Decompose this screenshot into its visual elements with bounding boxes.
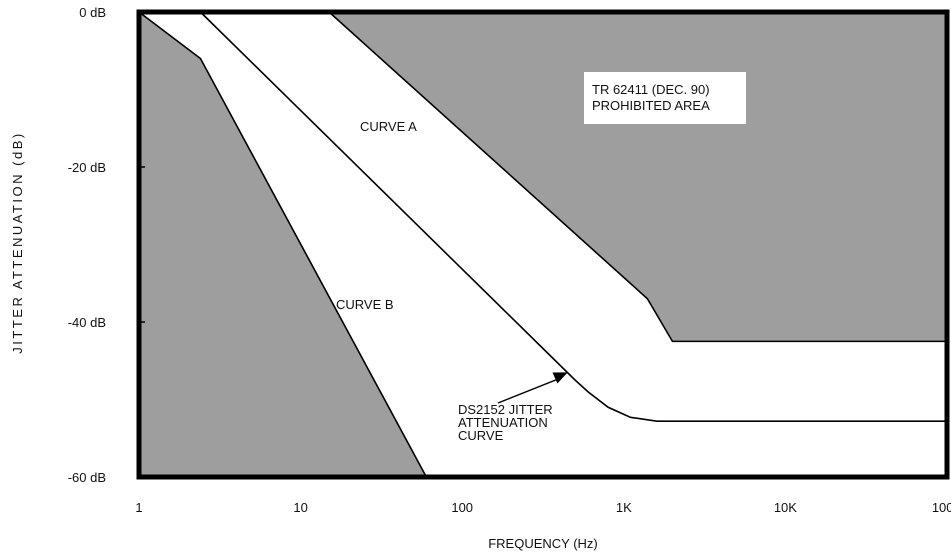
x-tick-label: 100 (451, 500, 473, 515)
x-tick-label: 100K (932, 500, 951, 515)
prohibited-region-lower (139, 12, 427, 477)
x-tick-label: 1K (616, 500, 632, 515)
curve-a-label: CURVE A (360, 119, 417, 134)
ds2152-label-text: CURVE (458, 428, 504, 443)
ds2152-arrow-line (497, 377, 561, 404)
prohibited-area-box (584, 72, 746, 124)
prohibited-area-text: PROHIBITED AREA (592, 98, 710, 113)
y-tick-label: -20 dB (68, 160, 106, 175)
prohibited-area-text: TR 62411 (DEC. 90) (592, 82, 710, 97)
y-tick-label: -40 dB (68, 315, 106, 330)
y-tick-label: -60 dB (68, 470, 106, 485)
x-tick-label: 10K (774, 500, 797, 515)
ds2152-arrow-head (552, 372, 568, 384)
ds2152-curve-line (199, 11, 947, 422)
axis-ticks (139, 11, 145, 478)
y-axis-title: JITTER ATTENUATION (dB) (10, 131, 25, 353)
ds2152-label-text: DS2152 JITTER (458, 402, 553, 417)
chart-labels: 0 dB -20 dB -40 dB -60 dB 1 10 100 1K 10K 100K FRE… (10, 5, 951, 551)
x-tick-label: 1 (135, 500, 142, 515)
y-tick-label: 0 dB (79, 5, 106, 20)
prohibited-region-upper (329, 12, 947, 342)
x-tick-label: 10 (293, 500, 307, 515)
curve-a-line (328, 11, 947, 343)
ds2152-label-text: ATTENUATION (458, 415, 548, 430)
curve-b-line (138, 11, 428, 478)
plot-frame (136, 9, 950, 480)
curve-b-label: CURVE B (336, 297, 394, 312)
chart-regions (139, 12, 947, 477)
x-axis-title: FREQUENCY (Hz) (488, 536, 598, 551)
chart-curves (138, 11, 947, 478)
